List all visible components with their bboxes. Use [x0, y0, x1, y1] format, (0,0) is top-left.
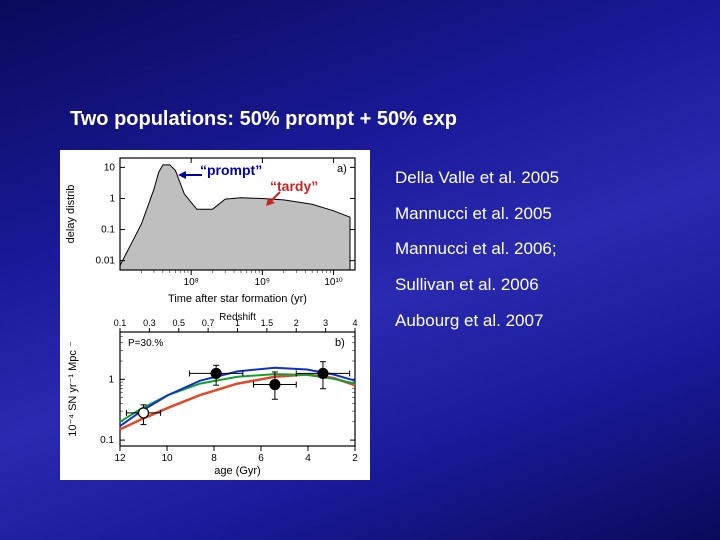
svg-text:0.7: 0.7 [202, 318, 215, 328]
svg-text:0.5: 0.5 [172, 318, 185, 328]
svg-text:Redshift: Redshift [219, 312, 256, 323]
reference-item: Della Valle et al. 2005 [395, 160, 559, 196]
reference-item: Aubourg et al. 2007 [395, 303, 559, 339]
svg-text:Time after star formation (yr): Time after star formation (yr) [168, 293, 307, 305]
svg-text:a): a) [337, 163, 347, 175]
svg-text:2: 2 [294, 318, 299, 328]
svg-text:b): b) [335, 337, 345, 349]
svg-text:0.1: 0.1 [114, 318, 127, 328]
svg-text:P=30.%: P=30.% [128, 338, 163, 349]
svg-text:10⁸: 10⁸ [184, 277, 199, 288]
svg-text:1.5: 1.5 [261, 318, 274, 328]
svg-text:0.1: 0.1 [100, 435, 114, 446]
sn-rate-chart: 0.11121086420.10.30.50.711.5234Redshifta… [60, 310, 370, 480]
svg-text:3: 3 [323, 318, 328, 328]
svg-text:0.01: 0.01 [96, 256, 116, 267]
svg-text:4: 4 [305, 453, 311, 464]
svg-text:0.3: 0.3 [143, 318, 156, 328]
svg-text:10: 10 [161, 453, 173, 464]
svg-text:6: 6 [258, 453, 264, 464]
page-title: Two populations: 50% prompt + 50% exp [70, 108, 457, 131]
svg-text:age (Gyr): age (Gyr) [214, 465, 260, 477]
svg-text:4: 4 [352, 318, 357, 328]
prompt-arrow-icon [178, 169, 202, 181]
svg-text:1: 1 [108, 374, 114, 385]
tardy-arrow-icon [264, 190, 284, 210]
svg-text:10¹⁰: 10¹⁰ [324, 277, 342, 288]
svg-text:10⁻⁴ SN yr⁻¹ Mpc ⁻: 10⁻⁴ SN yr⁻¹ Mpc ⁻ [67, 341, 79, 437]
reference-item: Mannucci et al. 2005 [395, 196, 559, 232]
svg-text:2: 2 [352, 453, 358, 464]
reference-item: Sullivan et al. 2006 [395, 267, 559, 303]
prompt-annotation: “prompt” [200, 162, 262, 178]
reference-list: Della Valle et al. 2005 Mannucci et al. … [395, 160, 559, 338]
svg-text:10: 10 [104, 162, 116, 173]
svg-text:10⁹: 10⁹ [255, 277, 270, 288]
figure-stack: 10⁸ 10⁹ 10¹⁰ 0.01 0.1 1 10 Time after star form… [60, 150, 370, 480]
svg-text:1: 1 [109, 193, 115, 204]
svg-text:8: 8 [211, 453, 217, 464]
svg-text:12: 12 [114, 453, 126, 464]
svg-text:delay distrib: delay distrib [65, 185, 77, 244]
svg-text:0.1: 0.1 [101, 225, 115, 236]
slide: Two populations: 50% prompt + 50% exp 10… [0, 0, 720, 540]
reference-item: Mannucci et al. 2006; [395, 231, 559, 267]
